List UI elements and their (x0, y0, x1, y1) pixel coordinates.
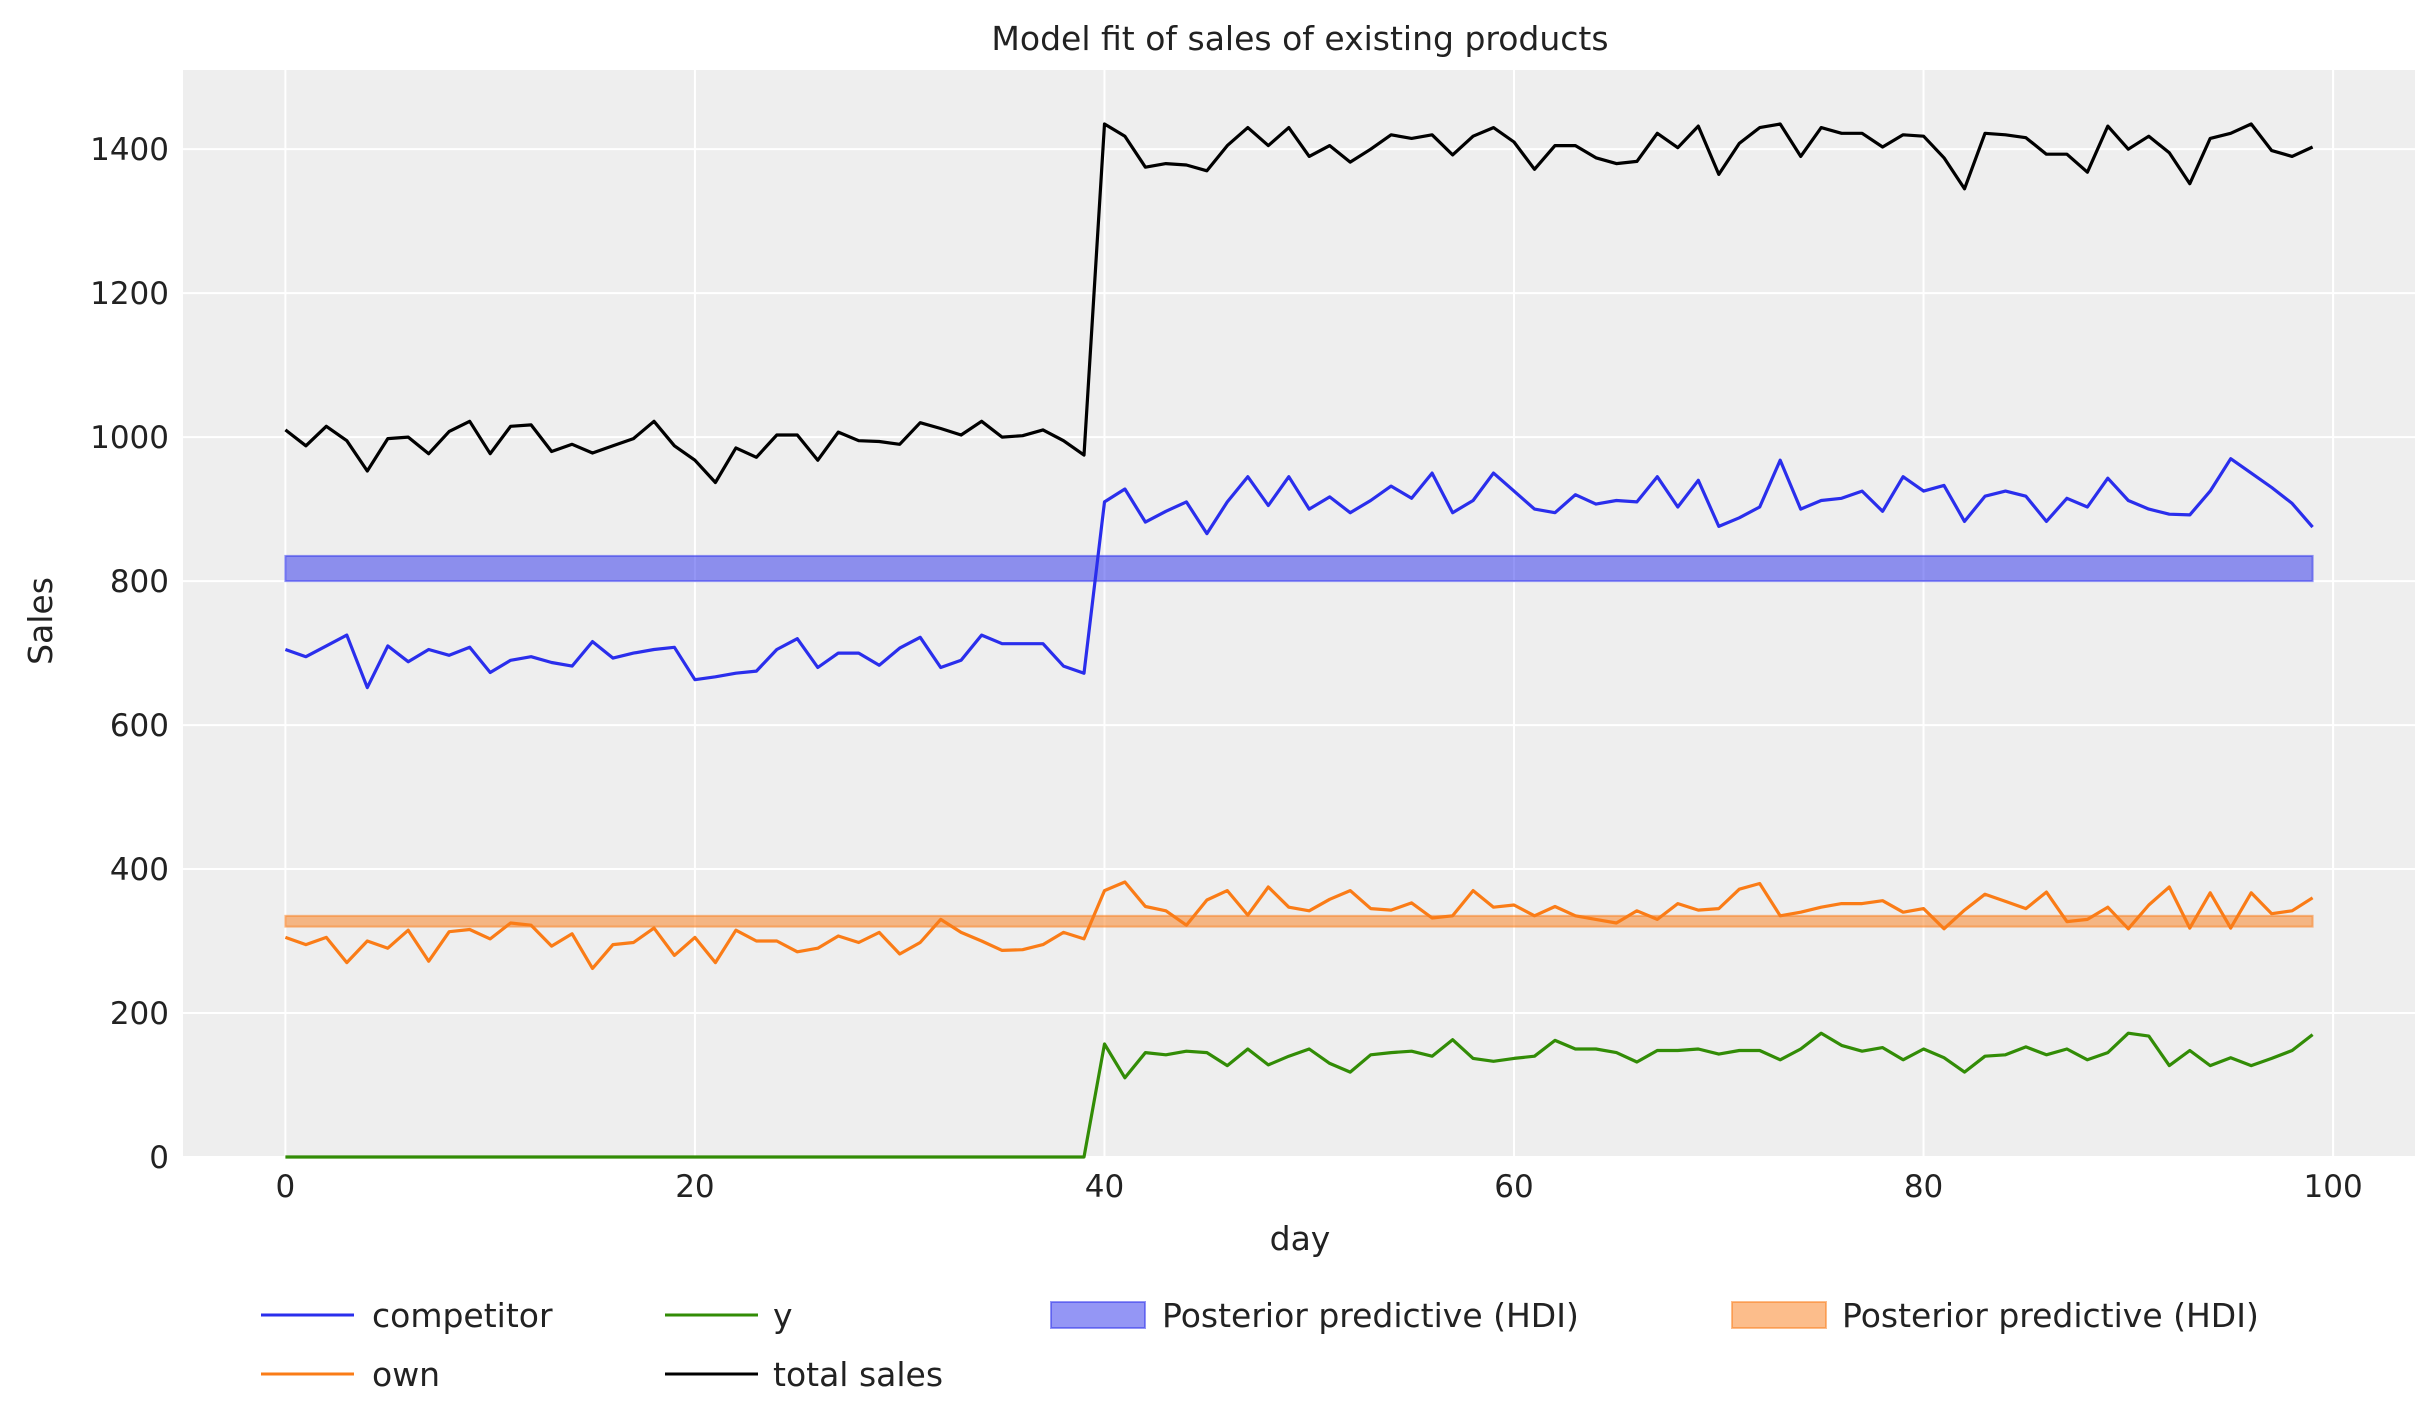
legend-swatch-hdi-orange (1731, 1301, 1827, 1329)
legend: competitor own y total sales Posterior p… (261, 1296, 2259, 1394)
legend-item-competitor: competitor (261, 1296, 553, 1335)
legend-item-hdi-blue: Posterior predictive (HDI) (1050, 1296, 1579, 1335)
series-line-total-sales (284, 122, 2314, 485)
legend-label-total-sales: total sales (773, 1355, 943, 1394)
series-line-competitor (284, 457, 2314, 690)
legend-item-own: own (261, 1355, 440, 1394)
y-tick-label: 1000 (90, 420, 169, 456)
legend-item-total-sales: total sales (665, 1355, 943, 1394)
y-tick-label: 200 (110, 996, 169, 1032)
legend-label-hdi-orange: Posterior predictive (HDI) (1842, 1296, 2259, 1335)
legend-label-own: own (372, 1355, 440, 1394)
legend-item-hdi-orange: Posterior predictive (HDI) (1731, 1296, 2259, 1335)
y-tick-label: 0 (149, 1140, 169, 1176)
y-axis-label: Sales (21, 577, 60, 665)
plot-area (183, 70, 2415, 1157)
series-lines (284, 122, 2314, 1159)
x-tick-label: 0 (276, 1169, 296, 1205)
series-line-y (285, 1031, 2314, 1159)
x-tick-label: 60 (1494, 1169, 1533, 1205)
legend-item-y: y (665, 1296, 793, 1335)
x-tick-label: 100 (2304, 1169, 2363, 1205)
y-tick-label: 1200 (90, 276, 169, 312)
legend-label-competitor: competitor (372, 1296, 553, 1335)
x-axis-label: day (1270, 1219, 1331, 1258)
legend-swatch-hdi-blue (1050, 1301, 1146, 1329)
y-tick-label: 1400 (90, 132, 169, 168)
y-tick-label: 400 (110, 852, 169, 888)
x-tick-label: 20 (675, 1169, 714, 1205)
x-tick-label: 40 (1085, 1169, 1124, 1205)
hdi-bands (284, 554, 2314, 928)
hdi-band-competitor (284, 554, 2314, 583)
hdi-band-own (284, 914, 2314, 928)
x-tick-label: 80 (1904, 1169, 1943, 1205)
legend-label-y: y (773, 1296, 793, 1335)
y-tick-label: 600 (110, 708, 169, 744)
legend-label-hdi-blue: Posterior predictive (HDI) (1162, 1296, 1579, 1335)
chart-title: Model fit of sales of existing products (991, 19, 1608, 58)
series-line-own (284, 880, 2314, 970)
y-tick-label: 800 (110, 564, 169, 600)
